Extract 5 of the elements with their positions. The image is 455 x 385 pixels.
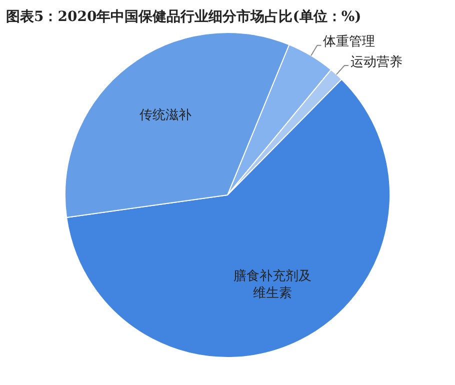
slice-label: 体重管理 [323, 34, 376, 50]
chart-title: 图表5：2020年中国保健品行业细分市场占比(单位：%) [5, 8, 362, 27]
slice-label: 运动营养 [350, 54, 402, 70]
slice-label: 膳食补充剂及维生素 [234, 268, 312, 301]
slice-label: 传统滋补 [140, 108, 192, 123]
